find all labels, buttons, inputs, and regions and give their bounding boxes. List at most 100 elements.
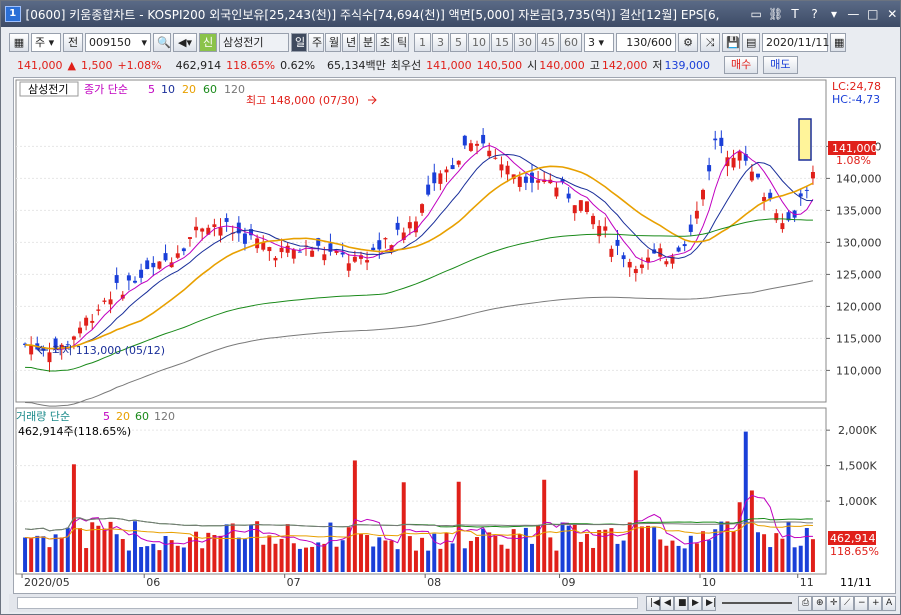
vma20-legend: 20 xyxy=(116,410,130,423)
candle-body xyxy=(664,261,669,265)
change-arrow-icon: ▲ xyxy=(67,58,76,72)
interval-button-1[interactable]: 1 xyxy=(414,32,431,52)
candle-body xyxy=(426,184,431,195)
count-field[interactable]: 130/600 xyxy=(616,32,676,52)
volume-bar xyxy=(84,548,89,572)
candle-body xyxy=(413,221,418,233)
period-select[interactable]: 주 ▾ xyxy=(31,32,61,52)
volume-bar xyxy=(181,547,186,572)
zoom-icon[interactable]: ⊕ xyxy=(812,595,826,611)
minimize-icon[interactable]: — xyxy=(847,7,860,21)
tab-6[interactable]: 틱 xyxy=(393,32,409,52)
interval-button-5[interactable]: 5 xyxy=(450,32,467,52)
next-icon[interactable]: ▶ xyxy=(688,595,702,611)
interval-select[interactable]: 3 ▾ xyxy=(584,32,614,52)
volume-bar xyxy=(548,537,553,572)
first-icon[interactable]: |◀ xyxy=(646,595,660,611)
candle-body xyxy=(786,212,791,221)
settings-icon[interactable]: ⚙ xyxy=(678,32,698,52)
prev-icon[interactable]: ◀ xyxy=(660,595,674,611)
price-change-pct: +1.08% xyxy=(117,58,162,72)
sell-button[interactable]: 매도 xyxy=(763,56,798,74)
number-buttons: 1 3 5 10 15 30 45 60 xyxy=(414,32,582,52)
volume-bar xyxy=(41,536,46,572)
link-icon[interactable]: ⛓ xyxy=(768,7,784,21)
tools-icon[interactable]: ⤨ xyxy=(700,32,720,52)
trend-icon[interactable]: ⟋ xyxy=(840,595,854,611)
last-icon[interactable]: ▶| xyxy=(702,595,716,611)
crosshair-icon[interactable]: ✛ xyxy=(826,595,840,611)
candle-body xyxy=(646,257,651,263)
trade-amount: 65,134백만 xyxy=(327,59,386,72)
tab-0[interactable]: 일 xyxy=(291,32,307,52)
tab-3[interactable]: 년 xyxy=(342,32,358,52)
stock-code-input[interactable]: 009150 ▾ xyxy=(85,32,151,52)
current-price: 141,000 xyxy=(17,58,63,72)
search-icon[interactable]: 🔍 xyxy=(153,32,171,52)
prev-button[interactable]: 전 xyxy=(63,32,83,52)
candle-body xyxy=(346,263,351,271)
volume-bar xyxy=(291,543,296,572)
ma20-line xyxy=(25,165,814,350)
interval-button-30[interactable]: 30 xyxy=(514,32,536,52)
interval-button-15[interactable]: 15 xyxy=(491,32,513,52)
candle-body xyxy=(670,256,675,264)
volume-bar xyxy=(157,550,162,572)
date-input[interactable]: 2020/11/11 xyxy=(762,32,829,52)
tab-2[interactable]: 월 xyxy=(325,32,341,52)
speaker-icon[interactable]: ◀▾ xyxy=(173,32,197,52)
volume-bar xyxy=(420,537,425,572)
volume-bar xyxy=(810,539,815,572)
grid-icon[interactable]: ▦ xyxy=(9,32,29,52)
candle-body xyxy=(47,352,52,363)
interval-button-10[interactable]: 10 xyxy=(468,32,490,52)
candlestick-chart[interactable]: 삼성전기 종가 단순 5 10 20 60 120 LC:24,78 HC:-4… xyxy=(14,78,895,593)
tab-5[interactable]: 초 xyxy=(376,32,392,52)
print-icon[interactable]: ⎙ xyxy=(798,595,812,611)
save-icon[interactable]: 💾 xyxy=(722,32,740,52)
volume-bar xyxy=(713,529,718,572)
price-panel-frame xyxy=(15,79,827,403)
interval-button-3[interactable]: 3 xyxy=(432,32,449,52)
close-icon[interactable]: ✕ xyxy=(887,7,898,21)
candle-body xyxy=(71,336,76,340)
horizontal-scrollbar[interactable] xyxy=(17,597,638,609)
maximize-icon[interactable]: □ xyxy=(867,7,879,21)
candle-body xyxy=(383,238,388,240)
x-tick-label: 10 xyxy=(702,576,716,589)
new-badge[interactable]: 신 xyxy=(199,32,217,52)
tab-1[interactable]: 주 xyxy=(308,32,324,52)
volume-bar xyxy=(224,524,229,572)
text-icon[interactable]: T xyxy=(791,7,799,21)
dropdown-icon[interactable]: ▾ xyxy=(830,7,837,21)
volume-bar xyxy=(774,533,779,572)
volume-bar xyxy=(652,527,657,572)
window-title: [0600] 키움종합차트 - KOSPI200 외국인보유[25,243(천)… xyxy=(25,7,720,22)
zoom-slider[interactable] xyxy=(722,602,792,604)
chart-options-icon[interactable]: ▤ xyxy=(742,32,760,52)
interval-button-60[interactable]: 60 xyxy=(560,32,582,52)
volume-bar xyxy=(487,532,492,572)
volume-bar xyxy=(554,550,559,572)
candle-body xyxy=(731,157,736,168)
calendar-icon[interactable]: ▦ xyxy=(830,32,846,52)
chart-area[interactable]: 삼성전기 종가 단순 5 10 20 60 120 LC:24,78 HC:-4… xyxy=(13,77,896,594)
minus-icon[interactable]: − xyxy=(854,595,868,611)
ma120-line xyxy=(25,280,814,407)
restore-icon[interactable]: ▭ xyxy=(750,7,762,21)
volume-bar xyxy=(780,538,785,572)
volume-bar xyxy=(407,536,412,572)
candle-body xyxy=(707,165,712,172)
plus-icon[interactable]: + xyxy=(868,595,882,611)
candle-body xyxy=(187,237,192,239)
text-tool-icon[interactable]: A xyxy=(882,595,896,611)
stop-icon[interactable]: ■ xyxy=(674,595,688,611)
help-icon[interactable]: ? xyxy=(811,7,818,21)
ma120-legend: 120 xyxy=(224,83,245,96)
volume-bar xyxy=(591,547,596,572)
tab-4[interactable]: 분 xyxy=(359,32,375,52)
candle-body xyxy=(139,269,144,278)
stock-name-field: 삼성전기 xyxy=(219,32,289,52)
buy-button[interactable]: 매수 xyxy=(724,56,759,74)
interval-button-45[interactable]: 45 xyxy=(537,32,559,52)
